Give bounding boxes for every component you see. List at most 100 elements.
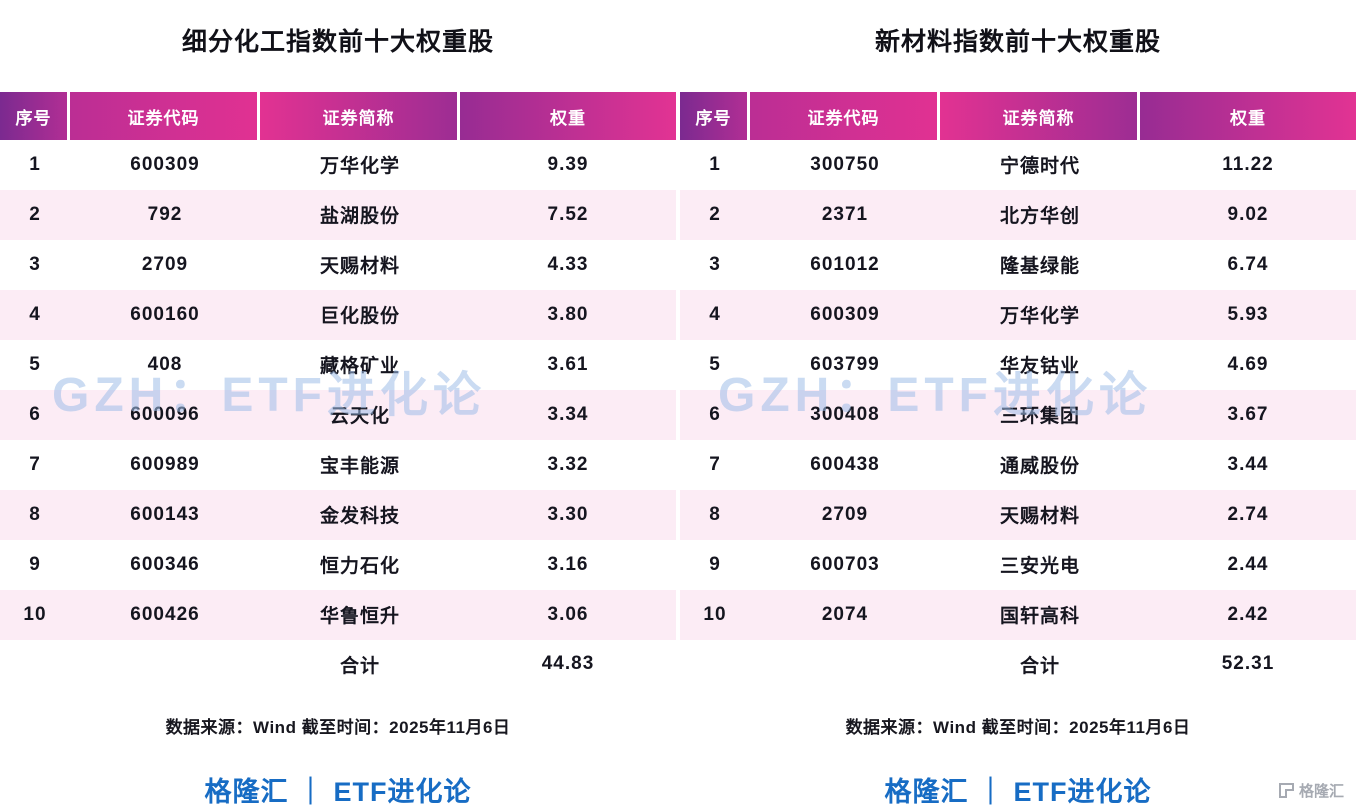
table-cell: 7.52 <box>547 203 589 225</box>
table-total-row: 合计 52.31 <box>680 639 1356 689</box>
table-cell: 隆基绿能 <box>999 256 1080 278</box>
table-row: 10 2074 国轩高科 2.42 <box>680 589 1356 640</box>
table-cell: 3.67 <box>1227 403 1269 425</box>
table-cell: 600438 <box>810 453 880 475</box>
table-cell: 3.16 <box>547 553 589 575</box>
table-cell: 通威股份 <box>999 456 1080 478</box>
table-cell: 恒力石化 <box>319 556 400 578</box>
table-cell: 9 <box>709 553 721 575</box>
table-cell: 2 <box>709 203 721 225</box>
table-cell: 7 <box>29 453 41 475</box>
table-cell: 万华化学 <box>319 156 400 178</box>
table-cell: 三安光电 <box>999 556 1080 578</box>
table-cell: 3.61 <box>547 353 589 375</box>
total-spacer <box>0 640 70 689</box>
page-title: 新材料指数前十大权重股 <box>874 28 1161 56</box>
table-cell: 3.34 <box>547 403 589 425</box>
table-cell: 三环集团 <box>999 406 1080 428</box>
table-cell: 3.32 <box>547 453 589 475</box>
column-header-name: 证券简称 <box>940 92 1140 140</box>
total-label: 合计 <box>339 655 380 677</box>
table-cell: 4.33 <box>547 253 589 275</box>
new-materials-index-table-panel: 新材料指数前十大权重股 序号 证券代码 证券简称 权重 1 300750 宁德时代 1… <box>680 22 1356 809</box>
table-cell: 1 <box>29 153 41 175</box>
gelonghui-corner-logo: 格隆汇 <box>1278 780 1344 801</box>
table-row: 9 600703 三安光电 2.44 <box>680 539 1356 590</box>
table-cell: 8 <box>709 503 721 525</box>
table-cell: 600989 <box>130 453 200 475</box>
table-cell: 6.74 <box>1227 253 1269 275</box>
table-row: 9 600346 恒力石化 3.16 <box>0 539 676 590</box>
table-row: 2 792 盐湖股份 7.52 <box>0 189 676 240</box>
table-cell: 北方华创 <box>999 206 1080 228</box>
table-cell: 4 <box>709 303 721 325</box>
table-row: 3 601012 隆基绿能 6.74 <box>680 239 1356 290</box>
table-header-row: 序号 证券代码 证券简称 权重 <box>680 92 1356 140</box>
table-cell: 华友钴业 <box>999 356 1080 378</box>
table-cell: 3.80 <box>547 303 589 325</box>
table-row: 8 600143 金发科技 3.30 <box>0 489 676 540</box>
table-cell: 云天化 <box>329 406 390 428</box>
table-cell: 600143 <box>130 503 200 525</box>
table-cell: 2.74 <box>1227 503 1269 525</box>
table-cell: 408 <box>147 353 183 375</box>
table-cell: 4 <box>29 303 41 325</box>
table-row: 7 600438 通威股份 3.44 <box>680 439 1356 490</box>
table-cell: 3.06 <box>547 603 589 625</box>
gelonghui-logo-icon <box>1278 783 1294 798</box>
table-cell: 300750 <box>810 153 880 175</box>
table-cell: 巨化股份 <box>319 306 400 328</box>
table-row: 10 600426 华鲁恒升 3.06 <box>0 589 676 640</box>
table-cell: 600426 <box>130 603 200 625</box>
table-cell: 3.30 <box>547 503 589 525</box>
table-cell: 天赐材料 <box>319 256 400 278</box>
table-cell: 601012 <box>810 253 880 275</box>
table-cell: 2371 <box>821 203 869 225</box>
table-cell: 600160 <box>130 303 200 325</box>
total-label: 合计 <box>1019 655 1060 677</box>
page-title: 细分化工指数前十大权重股 <box>181 28 494 56</box>
column-header-weight: 权重 <box>460 92 676 140</box>
table-row: 5 408 藏格矿业 3.61 <box>0 339 676 390</box>
table-body: 1 300750 宁德时代 11.22 2 2371 北方华创 9.02 3 601012 隆基绿能… <box>680 139 1356 640</box>
table-cell: 9.39 <box>547 153 589 175</box>
total-spacer <box>70 640 260 689</box>
table-cell: 600309 <box>130 153 200 175</box>
table-row: 7 600989 宝丰能源 3.32 <box>0 439 676 490</box>
table-cell: 603799 <box>810 353 880 375</box>
brand-footer: 格隆汇 ｜ ETF进化论 <box>204 777 472 807</box>
table-cell: 9 <box>29 553 41 575</box>
table-row: 2 2371 北方华创 9.02 <box>680 189 1356 240</box>
table-row: 4 600160 巨化股份 3.80 <box>0 289 676 340</box>
table-cell: 7 <box>709 453 721 475</box>
table-cell: 6 <box>29 403 41 425</box>
total-spacer <box>680 640 750 689</box>
table-cell: 天赐材料 <box>999 506 1080 528</box>
table-cell: 2.44 <box>1227 553 1269 575</box>
table-row: 1 600309 万华化学 9.39 <box>0 139 676 190</box>
table-row: 1 300750 宁德时代 11.22 <box>680 139 1356 190</box>
total-value: 44.83 <box>541 653 595 675</box>
table-cell: 万华化学 <box>999 306 1080 328</box>
table-cell: 3 <box>29 253 41 275</box>
table-cell: 300408 <box>810 403 880 425</box>
gelonghui-logo-text: 格隆汇 <box>1298 783 1344 800</box>
table-cell: 11.22 <box>1222 153 1274 175</box>
table-cell: 2 <box>29 203 41 225</box>
table-cell: 1 <box>709 153 721 175</box>
column-header-name: 证券简称 <box>260 92 460 140</box>
total-value: 52.31 <box>1221 653 1275 675</box>
brand-footer: 格隆汇 ｜ ETF进化论 <box>884 777 1152 807</box>
table-row: 5 603799 华友钴业 4.69 <box>680 339 1356 390</box>
table-cell: 600703 <box>810 553 880 575</box>
table-cell: 2709 <box>821 503 869 525</box>
table-cell: 5 <box>29 353 41 375</box>
table-cell: 华鲁恒升 <box>319 606 400 628</box>
table-cell: 盐湖股份 <box>319 206 400 228</box>
table-cell: 2709 <box>141 253 189 275</box>
table-row: 4 600309 万华化学 5.93 <box>680 289 1356 340</box>
table-cell: 4.69 <box>1227 353 1269 375</box>
table-cell: 600309 <box>810 303 880 325</box>
table-cell: 金发科技 <box>319 506 400 528</box>
